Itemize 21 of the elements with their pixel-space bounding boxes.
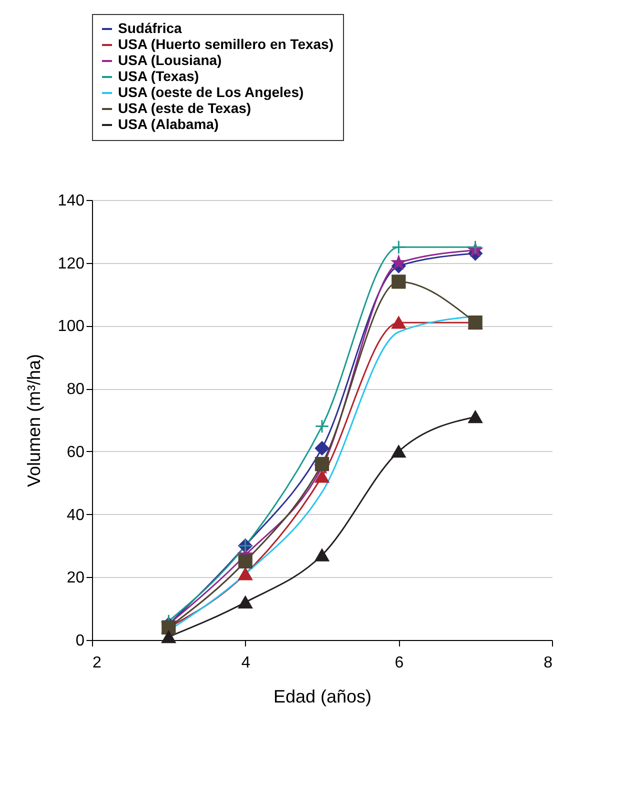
y-tick-label: 100 — [58, 318, 85, 336]
legend-label: USA (este de Texas) — [118, 100, 252, 116]
y-tick-label: 120 — [58, 255, 85, 272]
legend-label: USA (Alabama) — [118, 116, 219, 132]
x-tick-label: 2 — [92, 654, 102, 672]
y-tick-label: 20 — [66, 570, 85, 587]
y-tick-label: 80 — [66, 381, 85, 398]
legend-label: USA (Huerto semillero en Texas) — [118, 36, 334, 52]
x-tick-label: 6 — [394, 654, 404, 672]
legend-label: USA (Texas) — [118, 68, 199, 84]
legend-label: USA (oeste de Los Angeles) — [118, 84, 304, 100]
y-tick-label: 40 — [66, 506, 85, 524]
x-axis-title: Edad (años) — [273, 686, 372, 706]
y-tick-label: 140 — [58, 192, 85, 210]
x-tick-label: 8 — [544, 654, 553, 672]
legend-label: USA (Lousiana) — [118, 52, 222, 68]
y-tick-label: 0 — [76, 632, 85, 650]
y-axis-title: Volumen (m³/ha) — [24, 354, 44, 488]
x-tick-label: 4 — [241, 654, 250, 672]
legend-label: Sudáfrica — [118, 20, 182, 36]
y-tick-label: 60 — [66, 444, 85, 461]
